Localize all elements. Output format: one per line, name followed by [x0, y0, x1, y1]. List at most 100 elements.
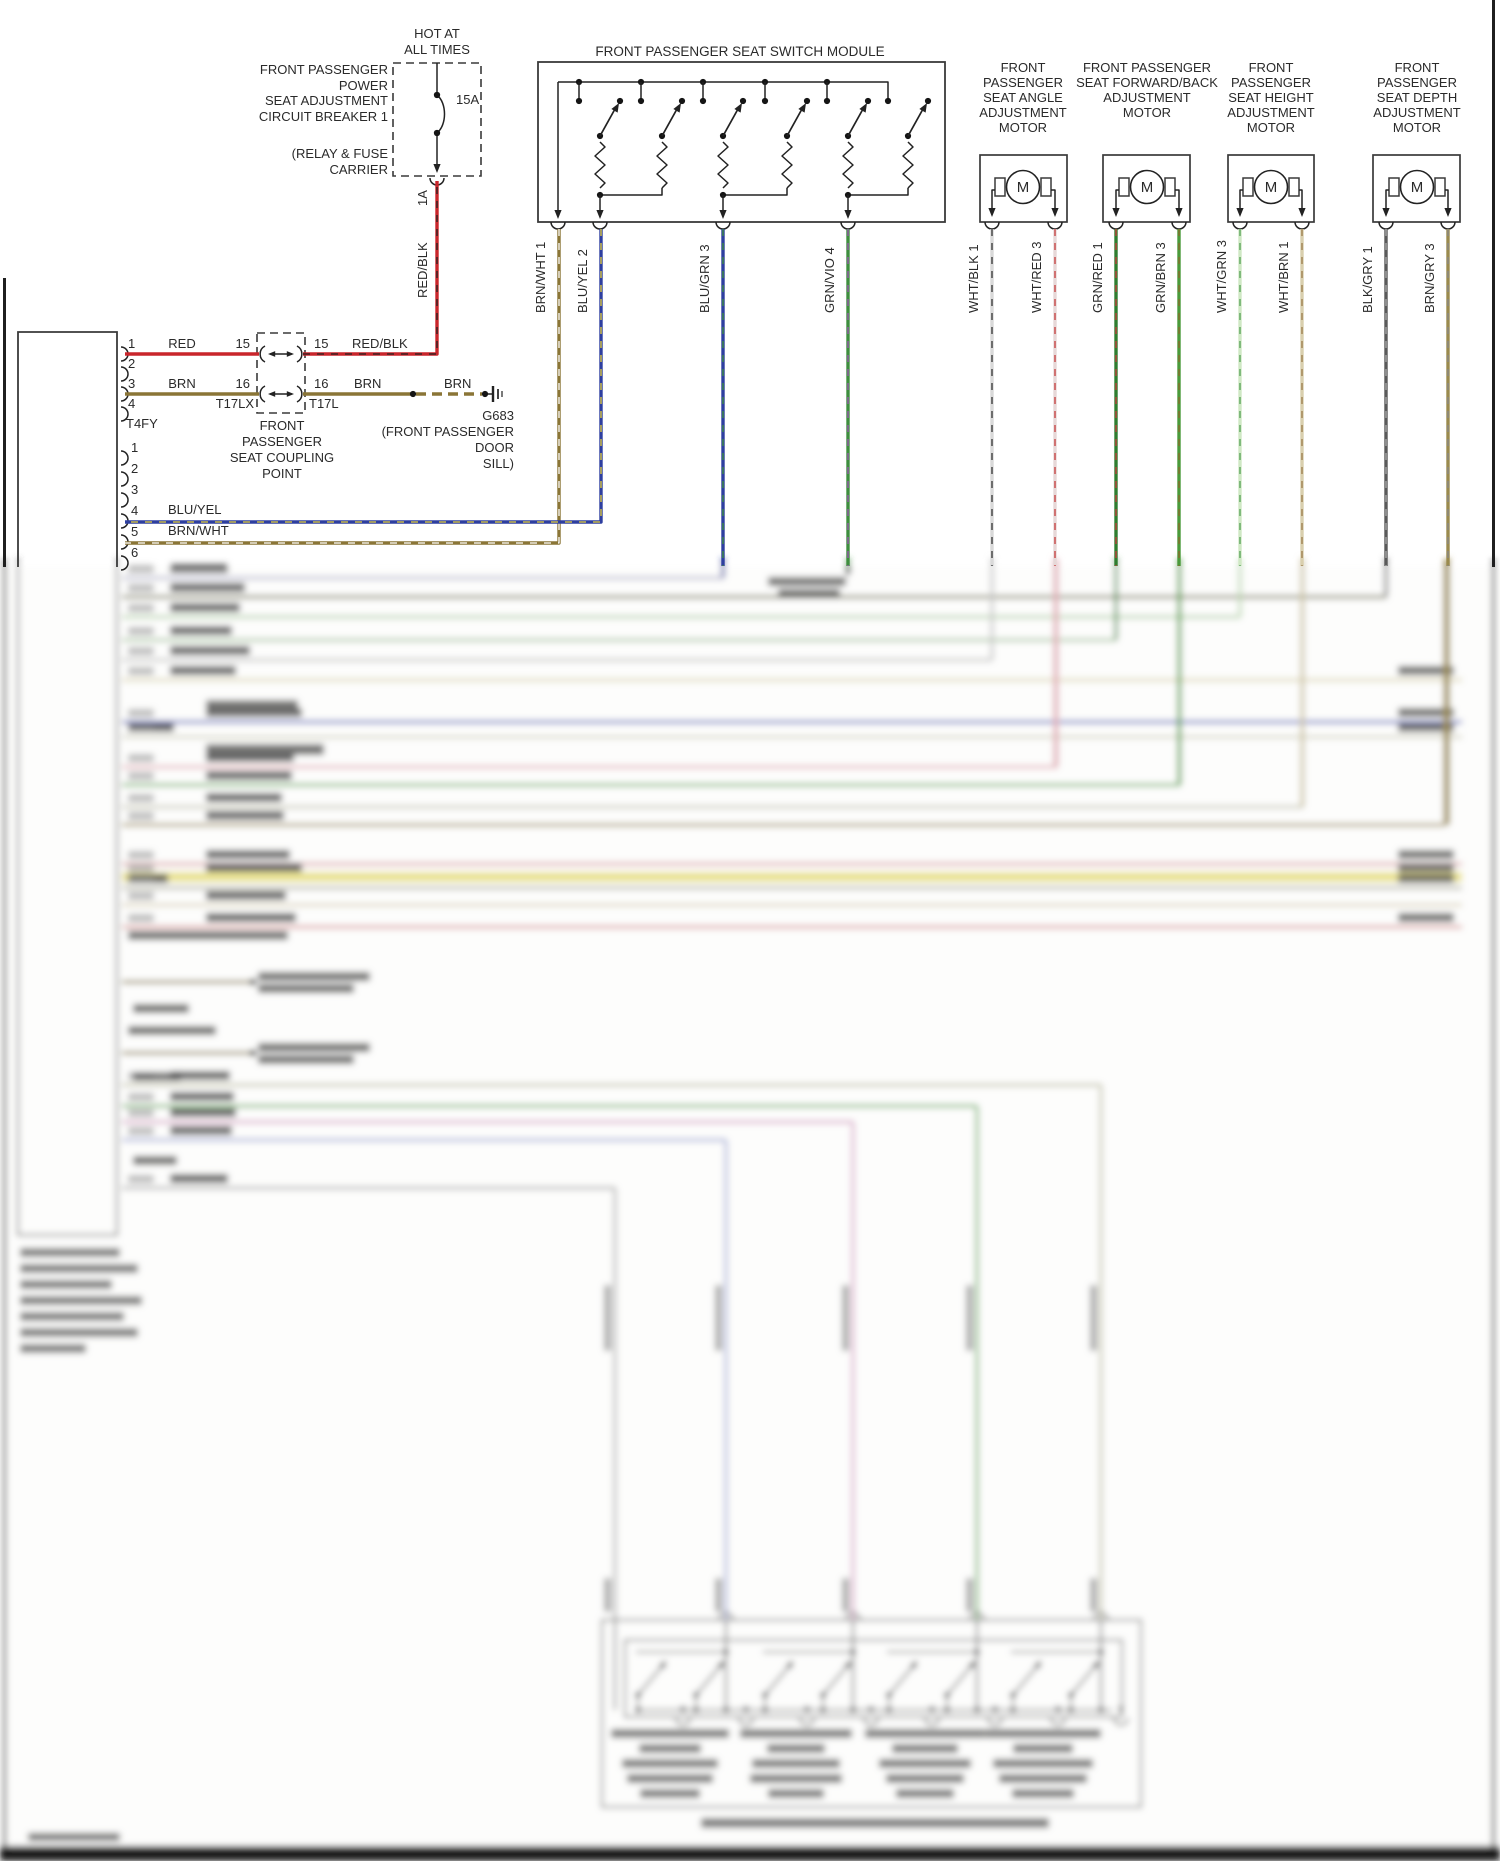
line	[888, 1663, 916, 1696]
arrowhead	[268, 391, 276, 397]
blurred-text	[206, 811, 284, 820]
arrowhead	[286, 391, 294, 397]
arrowhead	[919, 103, 927, 113]
coupling-bracket	[296, 385, 303, 403]
switch-module-title: FRONT PASSENGER SEAT SWITCH MODULE	[595, 44, 884, 59]
arrowhead	[1175, 208, 1183, 217]
blurred-text	[604, 1578, 611, 1612]
arrowhead	[859, 103, 867, 113]
resistor	[717, 141, 729, 189]
blurred-text	[985, 1729, 1101, 1738]
pin-number: 16	[314, 376, 328, 391]
blurred-text	[128, 565, 154, 573]
blurred-text	[206, 913, 296, 922]
coupling-bracket	[296, 345, 303, 363]
junction-dot	[575, 97, 583, 105]
blurred-text	[128, 724, 154, 732]
arrowhead	[286, 351, 294, 357]
breaker-location: CARRIER	[329, 162, 388, 177]
wire	[125, 229, 603, 524]
breaker-name: SEAT ADJUSTMENT	[265, 93, 388, 108]
breaker-rating: 15A	[456, 92, 479, 107]
blurred-text	[886, 1774, 964, 1783]
junction-dot	[637, 97, 645, 105]
motor-name: MOTOR	[1123, 105, 1171, 120]
blurred-text	[1398, 723, 1454, 732]
pin-bump	[845, 1612, 861, 1621]
blurred-text	[206, 753, 294, 762]
pin-bump	[675, 1717, 691, 1726]
resistor	[656, 141, 668, 189]
pin-bump	[120, 450, 129, 466]
breaker-name: POWER	[339, 78, 388, 93]
blurred-text	[865, 1729, 985, 1738]
pin-bump	[1093, 1612, 1109, 1621]
blurred-text	[206, 708, 302, 717]
junction-dot	[723, 1707, 729, 1713]
blurred-text	[999, 1774, 1087, 1783]
polyline	[723, 188, 788, 196]
junction-dot	[1068, 1707, 1074, 1713]
blurred-text	[206, 700, 298, 709]
polyline	[1299, 189, 1303, 212]
blurred-text	[20, 1280, 112, 1289]
arrowhead	[1444, 208, 1452, 217]
blurred-text	[206, 850, 290, 859]
resistor	[902, 141, 914, 189]
page-border-bottom	[0, 1846, 1500, 1861]
blurred-text	[258, 972, 370, 981]
motor-name: FRONT	[1395, 60, 1440, 75]
pin-bump	[1171, 221, 1187, 230]
switch-arm	[599, 108, 616, 137]
arrowhead	[1236, 208, 1244, 217]
pin-number: 15	[236, 336, 250, 351]
motor-name: FRONT PASSENGER	[1083, 60, 1211, 75]
ground-name: (FRONT PASSENGER	[382, 424, 514, 439]
blurred-text	[604, 1285, 611, 1351]
junction-dot	[616, 97, 624, 105]
blurred-text	[1398, 874, 1454, 883]
page-border-left	[3, 560, 6, 1846]
blurred-text	[206, 744, 324, 755]
pin-number: 2	[128, 356, 135, 371]
junction-dot	[974, 1707, 980, 1713]
junction-dot	[924, 97, 932, 105]
arrowhead	[868, 1706, 874, 1714]
junction-dot	[803, 97, 811, 105]
arrowhead	[673, 103, 681, 113]
motor-name: ADJUSTMENT	[1373, 105, 1460, 120]
wire-label: RED/BLK	[352, 336, 408, 351]
pin-bump	[738, 1717, 754, 1726]
wire-label: GRN/RED 1	[1090, 242, 1105, 313]
motor-brush	[1242, 177, 1254, 197]
resistor	[594, 141, 606, 189]
blurred-text	[128, 864, 154, 872]
arrowhead	[1112, 208, 1120, 217]
blurred-text	[128, 914, 154, 922]
blurred-text	[170, 1108, 236, 1117]
blurred-text	[133, 1004, 189, 1013]
junction-dot	[699, 97, 707, 105]
blurred-text	[892, 1744, 958, 1753]
pin-number: 4	[131, 503, 138, 518]
motor-symbol: M	[1265, 179, 1278, 196]
motor-box	[1372, 154, 1461, 223]
wire-label: BLU/YEL	[168, 502, 221, 517]
wire-label: WHT/GRN 3	[1214, 240, 1229, 313]
pin-number: 16	[236, 376, 250, 391]
pin-bump	[715, 221, 731, 230]
polyline	[1175, 189, 1180, 212]
page-border-right	[1492, 0, 1495, 567]
coupling-name: PASSENGER	[242, 434, 322, 449]
blurred-text	[640, 1789, 700, 1798]
pin-number: 5	[131, 524, 138, 539]
blurred-text	[20, 1344, 86, 1353]
coupling-point-box	[256, 332, 306, 414]
motor-name: FRONT	[1249, 60, 1294, 75]
motor-name: PASSENGER	[1377, 75, 1457, 90]
blurred-text	[879, 1759, 971, 1768]
breaker-location: (RELAY & FUSE	[292, 146, 389, 161]
blurred-text	[128, 1093, 154, 1101]
pin-number: 15	[314, 336, 328, 351]
coupling-code: T17L	[309, 396, 339, 411]
